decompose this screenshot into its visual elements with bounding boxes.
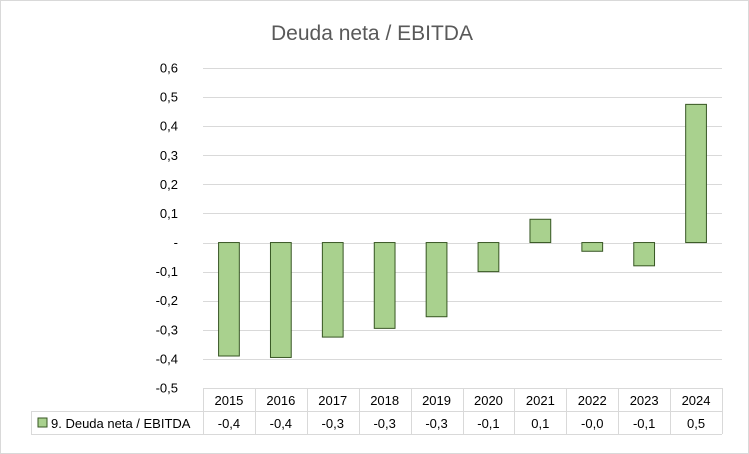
y-tick-label: 0,5 [160,90,178,105]
bar-2015 [218,242,240,357]
y-tick-label: -0,3 [156,322,178,337]
data-label: -0,3 [373,416,395,431]
bar-2017 [321,242,344,338]
data-label: -0,4 [270,416,292,431]
x-category-label: 2020 [474,393,503,408]
data-label: -0,0 [581,416,603,431]
y-tick-label: -0,5 [156,381,178,396]
x-category-label: 2019 [422,393,451,408]
x-category-label: 2024 [682,393,711,408]
bar-2022 [581,242,604,252]
data-label: -0,4 [218,416,240,431]
y-tick-label: -0,1 [156,264,178,279]
y-tick-label: -0,4 [156,351,178,366]
bar-2016 [269,242,292,358]
y-tick-label: - [174,235,178,250]
legend-series-name: 9. Deuda neta / EBITDA [51,416,191,431]
bar-2023 [633,242,656,267]
data-table: 2015 -0,4 2016 -0,4 2017 -0,3 2018 -0,3 2019 -0,3… [31,388,723,435]
x-category-label: 2016 [266,393,295,408]
y-tick-label: 0,4 [160,119,178,134]
data-label: 0,1 [531,416,549,431]
data-label: -0,1 [477,416,499,431]
y-tick-label: -0,2 [156,293,178,308]
y-tick-label: 0,1 [160,206,178,221]
data-label: -0,1 [633,416,655,431]
bar-2020 [477,242,500,273]
bars [218,103,707,358]
bar-2021 [529,218,552,244]
chart-title: Deuda neta / EBITDA [271,22,473,45]
y-axis-ticks: 0,6 0,5 0,4 0,3 0,2 0,1 - -0,1 -0,2 -0,3 -0,4 -0,5 [156,61,178,396]
y-tick-label: 0,6 [160,61,178,76]
y-tick-label: 0,2 [160,177,178,192]
bar-2019 [425,242,448,318]
x-category-label: 2023 [630,393,659,408]
x-category-label: 2022 [578,393,607,408]
x-category-label: 2015 [214,393,243,408]
bar-2024 [685,103,707,244]
bar-2018 [373,242,396,329]
data-label: -0,3 [425,416,447,431]
x-category-label: 2021 [526,393,555,408]
x-category-label: 2017 [318,393,347,408]
legend-swatch [37,417,48,428]
y-tick-label: 0,3 [160,148,178,163]
x-category-label: 2018 [370,393,399,408]
data-label: 0,5 [687,416,705,431]
data-label: -0,3 [322,416,344,431]
